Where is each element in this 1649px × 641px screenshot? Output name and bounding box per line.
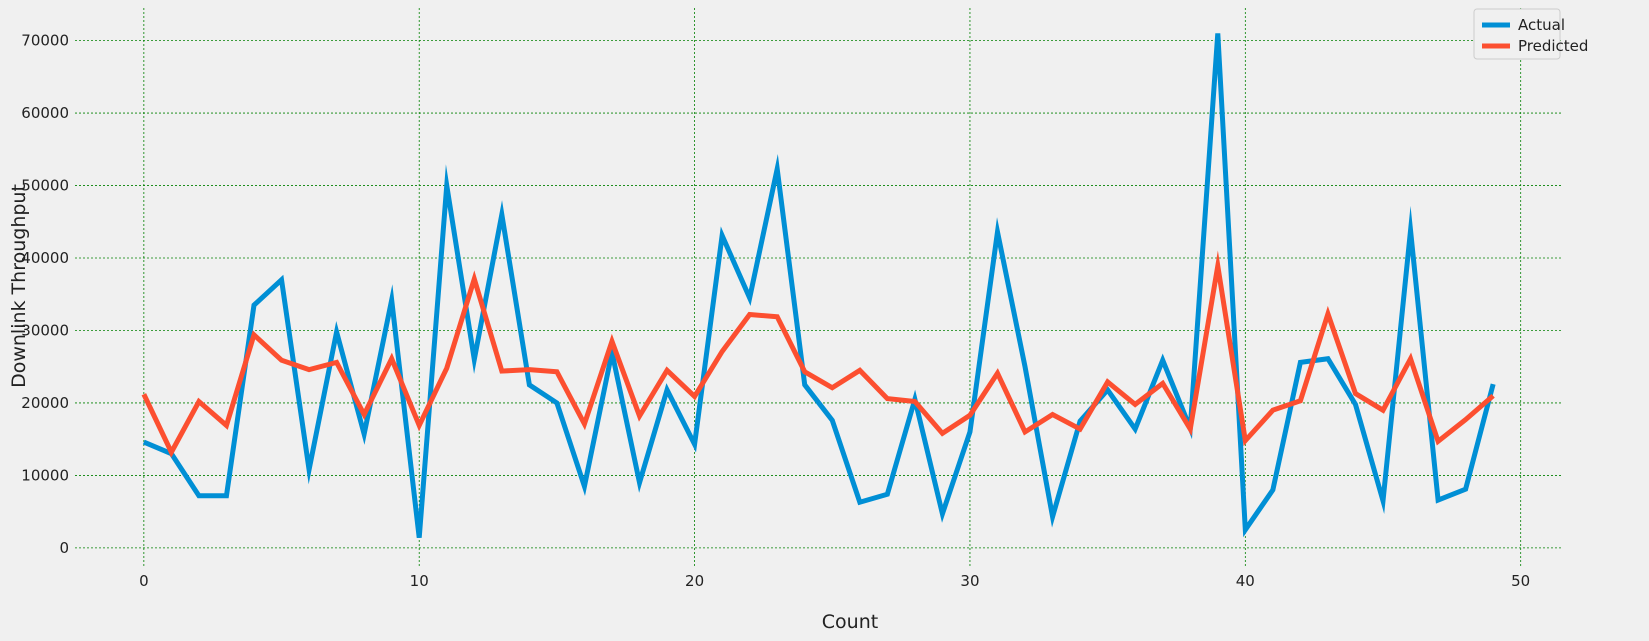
x-tick-label: 40 <box>1236 572 1255 590</box>
y-tick-label: 20000 <box>21 394 69 412</box>
y-tick-label: 40000 <box>21 249 69 267</box>
x-tick-label: 50 <box>1511 572 1530 590</box>
x-axis-label: Count <box>822 611 878 633</box>
x-tick-label: 10 <box>410 572 429 590</box>
x-tick-labels: 0 10 20 30 40 50 <box>139 572 1530 590</box>
legend-label-predicted: Predicted <box>1518 37 1588 55</box>
y-tick-label: 60000 <box>21 104 69 122</box>
y-axis-label: Downlink Throughput <box>8 184 30 388</box>
x-tick-label: 30 <box>960 572 979 590</box>
y-tick-label: 10000 <box>21 466 69 484</box>
y-tick-labels: 0 10000 20000 30000 40000 50000 60000 70000 <box>21 32 69 557</box>
legend: Actual Predicted <box>1473 8 1588 60</box>
grid <box>75 8 1562 566</box>
y-tick-label: 0 <box>59 539 69 557</box>
series-line-predicted <box>141 250 1495 458</box>
x-tick-label: 20 <box>685 572 704 590</box>
y-tick-label: 30000 <box>21 321 69 339</box>
series-lines <box>141 33 1496 539</box>
legend-label-actual: Actual <box>1518 16 1565 34</box>
series-line-actual <box>142 33 1496 539</box>
y-tick-label: 50000 <box>21 177 69 195</box>
x-tick-label: 0 <box>139 572 149 590</box>
y-tick-label: 70000 <box>21 32 69 50</box>
